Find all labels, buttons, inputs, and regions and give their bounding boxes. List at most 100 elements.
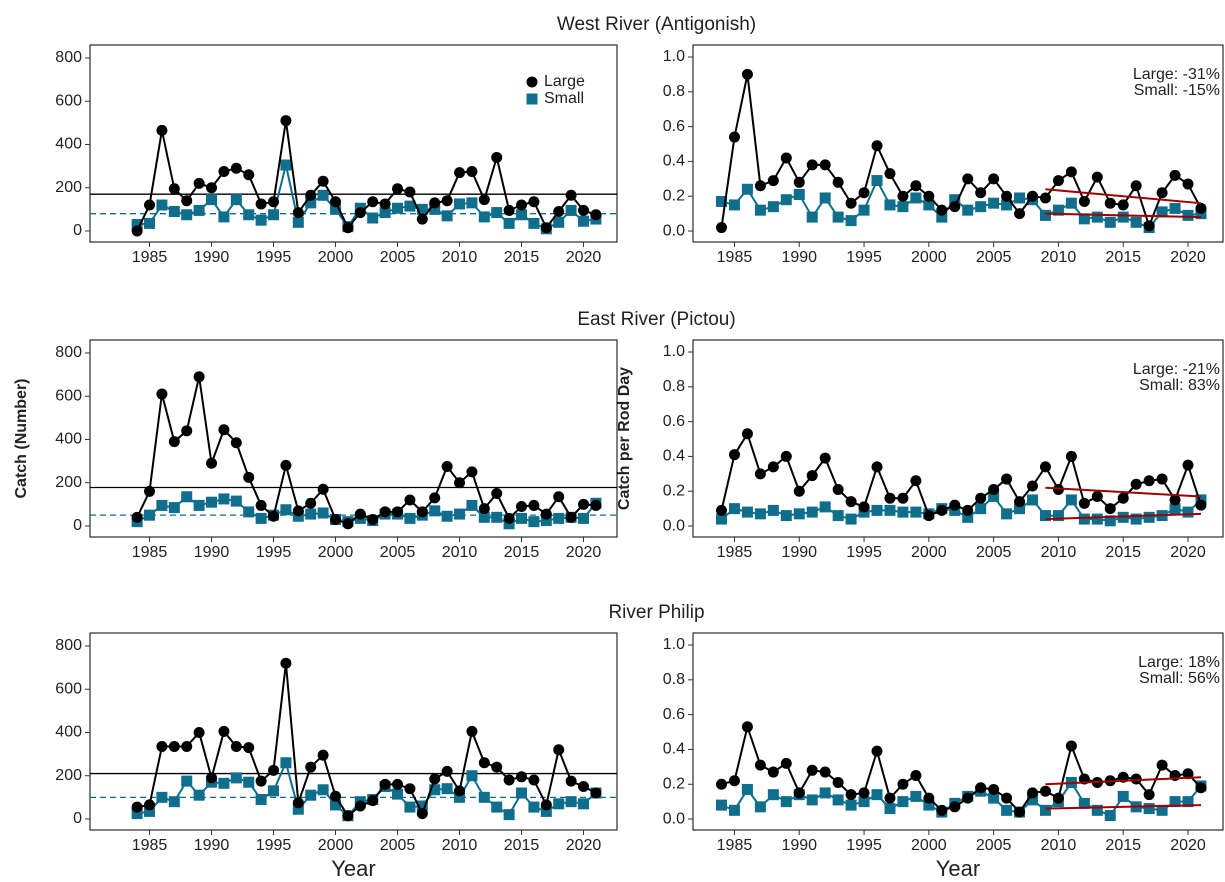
marker: [845, 799, 857, 811]
marker: [553, 512, 565, 524]
marker: [565, 511, 577, 523]
marker: [1052, 510, 1064, 522]
marker: [962, 504, 974, 516]
marker: [590, 499, 602, 511]
x-tick-label: 2005: [976, 544, 1012, 561]
marker: [754, 204, 766, 216]
x-tick-label: 2020: [566, 544, 602, 561]
y-tick-label: 400: [55, 724, 82, 741]
y-tick-label: 0.2: [663, 482, 685, 499]
series-line: [136, 495, 597, 525]
marker: [193, 371, 205, 383]
marker: [1091, 211, 1103, 223]
marker: [230, 772, 242, 784]
marker: [793, 508, 805, 520]
y-tick-label: 0.8: [663, 378, 685, 395]
marker: [1182, 768, 1194, 780]
x-axis-label: Year: [936, 856, 980, 881]
marker: [975, 201, 987, 213]
marker: [1143, 220, 1155, 232]
marker: [305, 508, 317, 520]
marker: [441, 210, 453, 222]
marker: [478, 503, 490, 515]
marker: [845, 513, 857, 525]
marker: [871, 745, 883, 757]
marker: [1169, 503, 1181, 515]
marker: [392, 183, 404, 195]
marker: [317, 483, 329, 495]
marker: [144, 509, 156, 521]
marker: [1195, 782, 1207, 794]
marker: [416, 808, 428, 820]
marker: [728, 804, 740, 816]
x-tick-label: 2005: [976, 837, 1012, 854]
marker: [1078, 213, 1090, 225]
marker: [379, 207, 391, 219]
marker: [330, 203, 342, 215]
marker: [923, 792, 935, 804]
marker: [1078, 513, 1090, 525]
x-tick-label: 2005: [380, 837, 416, 854]
marker: [832, 211, 844, 223]
annotation: Large: -31%: [1133, 66, 1220, 83]
x-tick-label: 1995: [256, 544, 292, 561]
marker: [317, 784, 329, 796]
marker: [478, 791, 490, 803]
marker: [936, 211, 948, 223]
marker: [429, 784, 441, 796]
marker: [131, 511, 143, 523]
y-tick-label: 400: [55, 431, 82, 448]
marker: [806, 159, 818, 171]
marker: [379, 778, 391, 790]
marker: [754, 801, 766, 813]
marker: [317, 507, 329, 519]
marker: [897, 796, 909, 808]
marker: [806, 211, 818, 223]
marker: [516, 787, 528, 799]
y-tick-label: 0.0: [663, 222, 685, 239]
marker: [478, 757, 490, 769]
marker: [404, 783, 416, 795]
marker: [780, 510, 792, 522]
marker: [832, 483, 844, 495]
marker: [429, 203, 441, 215]
row-title: East River (Pictou): [577, 309, 735, 330]
y-tick-label: 800: [55, 49, 82, 66]
marker: [819, 159, 831, 171]
marker: [305, 197, 317, 209]
marker: [131, 225, 143, 237]
trend-line: [1045, 486, 1202, 498]
marker: [578, 781, 590, 793]
marker: [1156, 187, 1168, 199]
marker: [466, 166, 478, 178]
x-tick-label: 1995: [256, 249, 292, 266]
marker: [206, 457, 218, 469]
marker: [181, 775, 193, 787]
x-tick-label: 2000: [318, 837, 354, 854]
marker: [1104, 515, 1116, 527]
marker: [292, 803, 304, 815]
marker: [741, 68, 753, 80]
x-tick-label: 2005: [380, 544, 416, 561]
marker: [478, 194, 490, 206]
marker: [1091, 804, 1103, 816]
marker: [1143, 511, 1155, 523]
marker: [181, 741, 193, 753]
marker: [1156, 206, 1168, 218]
marker: [806, 506, 818, 518]
marker: [1117, 492, 1129, 504]
marker: [884, 792, 896, 804]
marker: [218, 777, 230, 789]
marker: [910, 770, 922, 782]
marker: [230, 162, 242, 174]
marker: [193, 204, 205, 216]
y-tick-label: 0.4: [663, 741, 685, 758]
marker: [367, 196, 379, 208]
marker: [168, 741, 180, 753]
marker: [793, 787, 805, 799]
marker: [156, 388, 168, 400]
marker: [988, 483, 1000, 495]
marker: [491, 801, 503, 813]
marker: [144, 485, 156, 497]
x-tick-label: 2000: [318, 249, 354, 266]
